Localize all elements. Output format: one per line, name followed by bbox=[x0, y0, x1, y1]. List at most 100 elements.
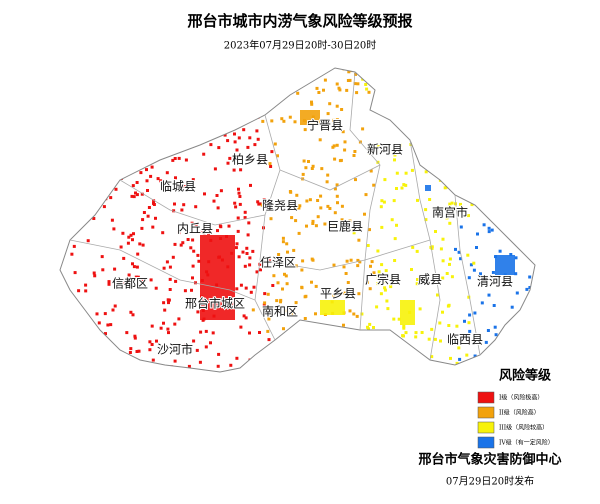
risk-cell bbox=[368, 228, 371, 232]
risk-cell bbox=[154, 216, 157, 220]
risk-cell bbox=[66, 225, 70, 229]
risk-cell bbox=[60, 336, 64, 340]
risk-cell bbox=[457, 346, 461, 350]
risk-cell bbox=[137, 349, 141, 353]
risk-cell bbox=[457, 250, 461, 254]
risk-cell bbox=[368, 322, 372, 326]
risk-cell bbox=[524, 321, 528, 324]
risk-cell bbox=[170, 117, 174, 121]
risk-cell bbox=[335, 123, 338, 127]
risk-cell bbox=[202, 152, 206, 156]
county-label: 柏乡县 bbox=[232, 152, 268, 167]
risk-cell bbox=[297, 206, 301, 210]
risk-cell bbox=[473, 118, 477, 122]
risk-cell bbox=[500, 138, 503, 142]
risk-cell bbox=[534, 331, 535, 335]
risk-cell bbox=[262, 198, 266, 202]
risk-cell bbox=[393, 153, 397, 157]
risk-cell bbox=[116, 125, 120, 129]
risk-cell bbox=[89, 140, 93, 144]
risk-cell bbox=[134, 275, 138, 279]
risk-cell bbox=[480, 122, 484, 125]
risk-cell bbox=[92, 217, 96, 220]
risk-cell bbox=[249, 290, 253, 294]
risk-cell bbox=[487, 293, 491, 297]
risk-cell bbox=[168, 94, 172, 98]
risk-cell bbox=[135, 181, 139, 184]
risk-cell bbox=[439, 72, 443, 76]
risk-cell bbox=[113, 267, 117, 271]
risk-cell bbox=[214, 123, 218, 127]
risk-cell bbox=[239, 168, 243, 172]
risk-cell bbox=[516, 330, 520, 334]
risk-cell bbox=[416, 114, 420, 118]
risk-cell bbox=[524, 342, 528, 346]
risk-cell bbox=[263, 301, 267, 305]
risk-cell bbox=[510, 92, 514, 96]
risk-cell bbox=[191, 238, 195, 242]
risk-cell bbox=[219, 189, 223, 193]
risk-cell bbox=[539, 282, 542, 285]
risk-cell bbox=[129, 310, 133, 314]
risk-cell bbox=[414, 335, 418, 339]
risk-cell bbox=[248, 70, 252, 74]
risk-cell bbox=[537, 82, 540, 85]
risk-cell bbox=[131, 238, 134, 242]
risk-cell bbox=[223, 107, 227, 111]
risk-cell bbox=[346, 281, 350, 284]
risk-cell bbox=[380, 225, 384, 229]
risk-cell bbox=[450, 201, 454, 205]
risk-cell bbox=[498, 249, 502, 253]
risk-cell bbox=[383, 178, 387, 182]
risk-cell bbox=[158, 145, 162, 149]
risk-cell bbox=[429, 370, 432, 372]
risk-cell bbox=[253, 143, 257, 147]
risk-cell bbox=[165, 370, 169, 372]
risk-cell bbox=[414, 331, 418, 335]
risk-cell bbox=[145, 168, 148, 172]
risk-cell bbox=[248, 331, 251, 335]
legend: 风险等级 I级（风险极高） II级（风险高） III级（风险较高） IV级（有一定风险… bbox=[477, 368, 554, 449]
risk-cell bbox=[494, 152, 498, 156]
risk-cell bbox=[325, 337, 329, 341]
risk-cell bbox=[84, 180, 88, 184]
risk-cell bbox=[200, 230, 204, 234]
risk-cell bbox=[536, 123, 539, 126]
risk-cell bbox=[85, 118, 89, 122]
risk-cell bbox=[169, 86, 173, 90]
risk-cell bbox=[139, 119, 143, 122]
risk-cell bbox=[517, 89, 521, 93]
risk-cell bbox=[349, 258, 353, 262]
legend-swatch bbox=[477, 436, 495, 449]
risk-cell bbox=[305, 340, 309, 344]
risk-cell bbox=[60, 230, 64, 234]
risk-cell bbox=[397, 317, 401, 321]
risk-cell bbox=[308, 363, 311, 367]
risk-cell bbox=[152, 199, 156, 203]
risk-cell bbox=[108, 167, 112, 171]
risk-cell bbox=[245, 246, 249, 250]
risk-cell bbox=[532, 112, 535, 116]
risk-cell bbox=[217, 146, 221, 150]
risk-cell bbox=[297, 231, 301, 235]
risk-cell bbox=[430, 327, 434, 331]
risk-cell bbox=[532, 118, 535, 122]
risk-cell bbox=[245, 252, 249, 255]
risk-cell bbox=[191, 264, 195, 268]
risk-cell bbox=[379, 292, 383, 296]
risk-cell bbox=[340, 108, 344, 111]
risk-cell bbox=[222, 112, 226, 116]
risk-cell bbox=[132, 265, 136, 269]
risk-cell bbox=[216, 364, 220, 368]
risk-cell bbox=[310, 167, 314, 170]
risk-cell bbox=[162, 301, 166, 305]
risk-cell bbox=[141, 218, 145, 222]
risk-cell bbox=[402, 324, 406, 328]
risk-cell bbox=[304, 329, 308, 333]
risk-cell bbox=[329, 325, 333, 329]
risk-cell bbox=[76, 128, 80, 131]
risk-cell bbox=[237, 136, 241, 140]
risk-cell bbox=[109, 323, 113, 327]
risk-cell bbox=[97, 321, 101, 325]
risk-cell bbox=[402, 326, 406, 330]
